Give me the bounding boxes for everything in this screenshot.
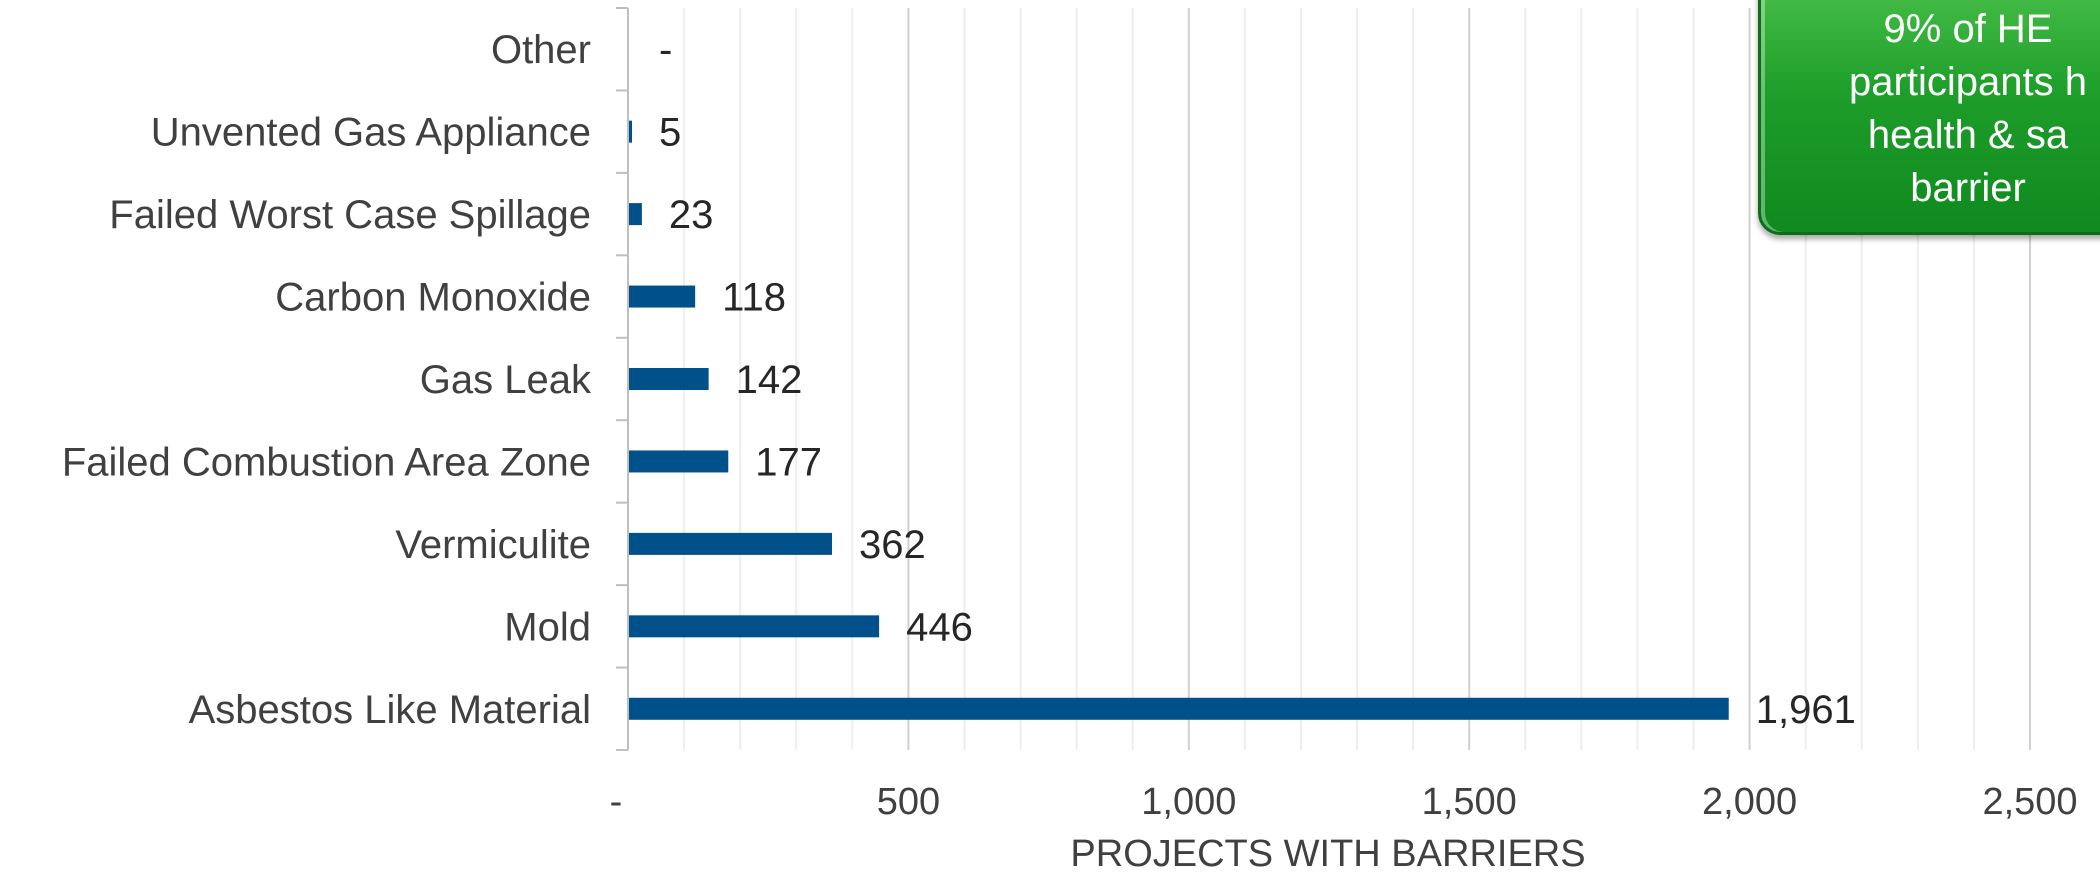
value-label: 362: [859, 523, 926, 567]
bar: [629, 697, 1729, 720]
callout-line: barrier: [1910, 166, 2026, 210]
category-label: Asbestos Like Material: [189, 688, 591, 732]
value-label: 1,961: [1756, 688, 1856, 732]
category-label: Carbon Monoxide: [275, 276, 591, 320]
callout-box: 9% of HE participants h health & sa barr…: [1758, 0, 2100, 235]
value-label: 118: [722, 276, 786, 320]
category-label: Failed Combustion Area Zone: [62, 440, 591, 484]
gridlines: [683, 8, 2031, 750]
x-tick-label: 2,000: [1702, 781, 1797, 823]
x-tick-label: -: [610, 781, 623, 823]
x-tick-label: 2,500: [1982, 781, 2077, 823]
value-label: 177: [755, 440, 822, 484]
x-tick-labels: - 500 1,000 1,500 2,000 2,500: [610, 781, 2078, 823]
bar: [629, 450, 729, 473]
x-tick-label: 500: [877, 781, 940, 823]
y-axis-ticks: [616, 7, 628, 751]
bars: [629, 120, 1729, 720]
bar: [629, 532, 833, 555]
value-label: -: [659, 28, 672, 72]
category-label: Failed Worst Case Spillage: [109, 193, 591, 237]
bar: [629, 368, 709, 390]
category-label: Vermiculite: [395, 523, 591, 567]
value-label: 5: [659, 111, 681, 155]
bar: [629, 615, 880, 638]
callout-line: health & sa: [1867, 113, 2069, 157]
x-tick-label: 1,000: [1141, 781, 1236, 823]
category-label: Unvented Gas Appliance: [151, 111, 591, 155]
category-labels: Other Unvented Gas Appliance Failed Worst …: [62, 28, 592, 732]
category-label: Mold: [504, 605, 591, 649]
bar: [629, 203, 642, 226]
value-label: 142: [736, 358, 803, 402]
category-label: Other: [491, 28, 591, 72]
category-label: Gas Leak: [420, 358, 592, 402]
value-label: 446: [906, 605, 973, 649]
bar: [629, 120, 632, 143]
bar: [629, 285, 696, 308]
x-axis-title: PROJECTS WITH BARRIERS: [1070, 833, 1585, 874]
x-tick-label: 1,500: [1422, 781, 1517, 823]
value-label: 23: [669, 193, 714, 237]
callout-line: participants h: [1849, 60, 2087, 104]
callout-line: 9% of HE: [1883, 7, 2053, 51]
